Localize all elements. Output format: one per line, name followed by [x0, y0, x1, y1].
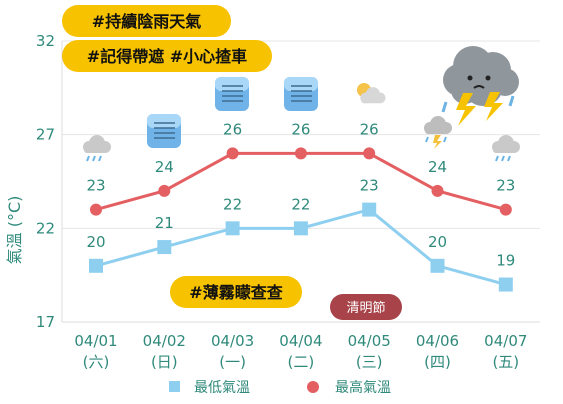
legend-label-min: 最低氣溫	[194, 380, 250, 396]
badge-mist-text: #薄霧矇查查	[189, 283, 282, 302]
cloudy-icon-1	[147, 114, 181, 148]
badge-mist-bg	[170, 276, 302, 308]
x-tick-label-weekday-3: (二)	[288, 353, 315, 371]
marker-min-5	[430, 258, 445, 273]
weather-icons	[83, 46, 520, 162]
thunder-rain-icon-5	[424, 116, 452, 149]
sun-cloud-icon-4	[357, 83, 386, 104]
marker-max-2	[226, 147, 239, 160]
x-tick-label-date-3: 04/04	[279, 332, 322, 350]
x-tick-label-weekday-4: (三)	[356, 353, 383, 371]
data-label-min-1: 21	[155, 214, 174, 232]
x-tick-label-weekday-0: (六)	[83, 353, 110, 371]
x-tick-label-date-6: 04/07	[484, 332, 527, 350]
marker-min-6	[498, 277, 513, 292]
x-tick-label-date-5: 04/06	[416, 332, 459, 350]
x-tick-label-date-0: 04/01	[74, 332, 117, 350]
marker-min-1	[157, 240, 172, 255]
holiday-badge-text: 清明節	[346, 301, 385, 316]
data-label-min-0: 20	[86, 233, 105, 251]
data-label-min-4: 23	[360, 177, 379, 195]
legend-marker-max	[307, 381, 319, 393]
badge-umbrella-drive-bg	[62, 40, 272, 72]
badge-mist: #薄霧矇查查	[170, 276, 302, 308]
data-label-min-3: 22	[291, 195, 310, 213]
holiday-badge-bg	[330, 294, 402, 320]
storm-cloud-face-icon	[441, 46, 519, 126]
rain-cloud-icon-0	[83, 135, 111, 162]
x-tick-label-date-2: 04/03	[211, 332, 254, 350]
marker-min-4	[362, 202, 377, 217]
x-tick-label-date-1: 04/02	[143, 332, 186, 350]
marker-max-6	[499, 203, 512, 216]
badge-umbrella-drive: #記得帶遮 #小心揸車	[62, 40, 272, 72]
legend-marker-min	[169, 381, 180, 392]
axes: 17 22 27 32 氣溫 (°C) 04/01 (六) 04/02 (日) 04/03 (一) 0…	[5, 32, 540, 371]
x-tick-label-weekday-2: (一)	[219, 353, 246, 371]
data-label-max-4: 26	[360, 120, 379, 138]
data-label-min-2: 22	[223, 195, 242, 213]
x-tick-label-weekday-1: (日)	[151, 353, 178, 371]
x-tick-label-weekday-5: (四)	[424, 353, 451, 371]
marker-min-3	[293, 221, 308, 236]
y-tick-label-22: 22	[36, 219, 55, 237]
y-axis-label: 氣溫 (°C)	[5, 196, 24, 265]
x-tick-label-weekday-6: (五)	[492, 353, 519, 371]
rain-cloud-icon-6	[492, 135, 520, 162]
badge-continuous-rain-text: #持續陰雨天氣	[92, 12, 201, 31]
data-label-min-5: 20	[428, 233, 447, 251]
data-label-min-6: 19	[496, 252, 515, 270]
y-tick-label-32: 32	[36, 32, 55, 50]
marker-min-0	[89, 258, 103, 273]
legend-label-max: 最高氣溫	[335, 379, 391, 396]
marker-min-2	[225, 221, 240, 236]
marker-max-4	[363, 147, 376, 160]
data-label-max-5: 24	[428, 158, 447, 176]
data-label-max-2: 26	[223, 120, 242, 138]
y-tick-label-27: 27	[36, 126, 55, 144]
data-label-max-0: 23	[86, 177, 105, 195]
holiday-badge: 清明節	[330, 294, 402, 320]
storm-rain-drop-0	[441, 101, 448, 113]
badge-umbrella-drive-text: #記得帶遮 #小心揸車	[87, 47, 247, 66]
data-label-max-6: 23	[496, 177, 515, 195]
badge-continuous-rain: #持續陰雨天氣	[62, 5, 231, 37]
data-label-max-3: 26	[291, 120, 310, 138]
marker-max-0	[90, 203, 102, 216]
storm-rain-drop-1	[508, 95, 515, 107]
data-labels: 20 21 22 22 23 20 19 23 24 26 26 26 24 23	[86, 120, 515, 269]
cloudy-icon-3	[284, 77, 318, 111]
marker-max-3	[294, 147, 307, 160]
marker-max-5	[431, 184, 444, 197]
cloudy-icon-2	[215, 77, 249, 111]
x-tick-label-date-4: 04/05	[348, 332, 391, 350]
legend: 最低氣溫 最高氣溫	[169, 379, 391, 396]
y-tick-label-17: 17	[36, 313, 55, 331]
data-label-max-1: 24	[155, 158, 174, 176]
badge-continuous-rain-bg	[62, 5, 231, 37]
series-lines	[89, 147, 513, 292]
marker-max-1	[158, 184, 171, 197]
